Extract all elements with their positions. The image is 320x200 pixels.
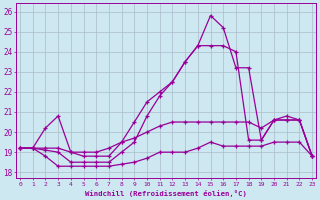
X-axis label: Windchill (Refroidissement éolien,°C): Windchill (Refroidissement éolien,°C) <box>85 190 247 197</box>
